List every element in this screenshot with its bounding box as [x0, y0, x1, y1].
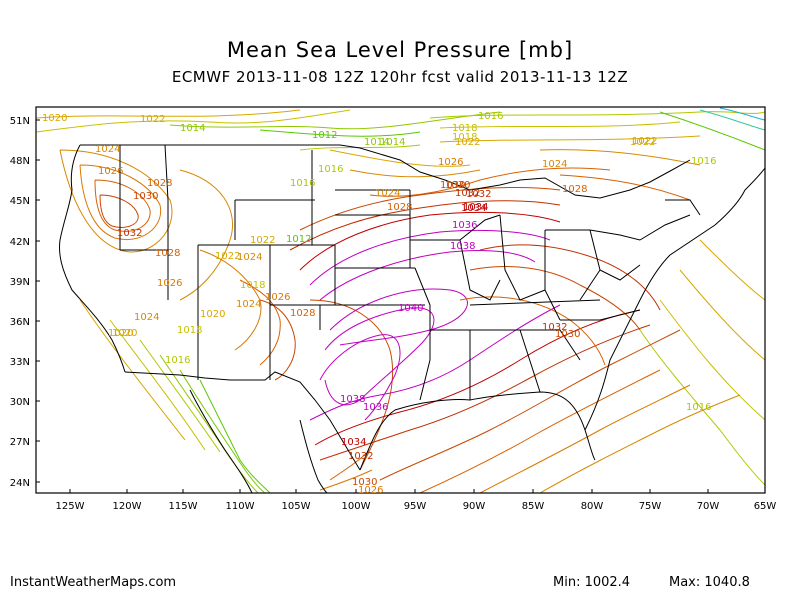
isobar-label: 1012 [286, 234, 311, 245]
map-frame [35, 106, 766, 494]
isobar-label: 1036 [363, 402, 388, 413]
lon-label: 105W [282, 501, 311, 512]
lon-label: 65W [754, 501, 777, 512]
lon-label: 120W [113, 501, 142, 512]
isobar-label: 1040 [398, 303, 423, 314]
isobar-label: 1018 [452, 132, 477, 143]
isobar-label: 1024 [375, 188, 400, 199]
isobar-label: 1020 [108, 328, 133, 339]
isobar-label: 1022 [250, 235, 275, 246]
lon-label: 70W [697, 501, 720, 512]
site-credit: InstantWeatherMaps.com [10, 575, 177, 590]
isobar-label: 1020 [112, 328, 137, 339]
map-subtitle: ECMWF 2013-11-08 12Z 120hr fcst valid 20… [171, 68, 629, 86]
isobar-label: 1028 [290, 308, 315, 319]
isobar-label: 1022 [455, 137, 480, 148]
isobar-label: 1018 [452, 123, 477, 134]
isobar-label: 1024 [237, 252, 262, 263]
isobar-label: 1024 [95, 144, 120, 155]
isobar-label: 1028 [562, 184, 587, 195]
lat-label: 45N [10, 196, 30, 207]
isobar-label: 1014 [364, 137, 389, 148]
isobar-label: 1026 [98, 166, 123, 177]
isobar-label: 1038 [340, 394, 365, 405]
max-pressure: Max: 1040.8 [669, 575, 750, 590]
lat-label: 36N [10, 317, 30, 328]
isobar-label: 1020 [42, 113, 67, 124]
isobar-label: 1028 [155, 248, 180, 259]
lon-label: 95W [404, 501, 427, 512]
lon-label: 115W [169, 501, 198, 512]
isobar-label: 1032 [466, 189, 491, 200]
lon-label: 80W [581, 501, 604, 512]
isobar-label: 1026 [265, 292, 290, 303]
lat-label: 39N [10, 277, 30, 288]
isobar-label: 1014 [380, 137, 405, 148]
isobar-label: 1032 [348, 451, 373, 462]
lat-label: 24N [10, 478, 30, 489]
isobar-label: 1026 [157, 278, 182, 289]
lon-label: 125W [56, 501, 85, 512]
isobar-label: 1018 [177, 325, 202, 336]
lat-label: 48N [10, 156, 30, 167]
isobar-label: 1016 [691, 156, 716, 167]
isobar-label: 1016 [478, 111, 503, 122]
isobar-label: 1030 [555, 329, 580, 340]
isobar-label: 1014 [180, 123, 205, 134]
isobar-label: 1028 [387, 202, 412, 213]
isobar-label: 1020 [200, 309, 225, 320]
isobars-low [36, 107, 765, 493]
isobar-label: 1016 [165, 355, 190, 366]
lat-label: 27N [10, 437, 30, 448]
isobar-label: 1034 [341, 437, 366, 448]
isobar-label: 1022 [632, 136, 657, 147]
isobar-label: 1032 [117, 228, 142, 239]
isobar-label: 1032 [542, 322, 567, 333]
boundaries [59, 144, 765, 493]
lat-label: 42N [10, 237, 30, 248]
isobar-label: 1030 [133, 191, 158, 202]
isobar-label: 1016 [686, 402, 711, 413]
isobar-label: 1030 [352, 477, 377, 488]
isobar-label: 1026 [358, 485, 383, 496]
isobar-label: 1022 [215, 251, 240, 262]
lon-label: 85W [522, 501, 545, 512]
isobar-label: 1016 [290, 178, 315, 189]
map-title: Mean Sea Level Pressure [mb] [226, 38, 574, 62]
lat-label: 51N [10, 116, 30, 127]
isobar-label: 1028 [147, 178, 172, 189]
isobar-label: 1038 [450, 241, 475, 252]
isobar-label: 1024 [236, 299, 261, 310]
lon-label: 90W [463, 501, 486, 512]
isobar-label: 1016 [318, 164, 343, 175]
isobar-label: 1024 [542, 159, 567, 170]
min-pressure: Min: 1002.4 [553, 575, 631, 590]
isobar-label: 1026 [438, 157, 463, 168]
isobar-label: 1022 [630, 137, 655, 148]
lon-label: 75W [639, 501, 662, 512]
isobar-label: 1036 [452, 220, 477, 231]
lat-label: 33N [10, 357, 30, 368]
isobar-label: 1022 [140, 114, 165, 125]
isobar-label: 1034 [461, 203, 486, 214]
isobars-mid [59, 149, 701, 491]
isobar-label: 1012 [312, 130, 337, 141]
isobar-label: 1034 [463, 202, 488, 213]
contour-labels: 1020 102210141012101410181018102210161016… [42, 111, 716, 496]
isobar-label: 1032 [455, 188, 480, 199]
axis-labels: 51N 48N 45N 42N 39N 36N 33N 30N 27N 24N 125W 120W 11… [10, 116, 777, 512]
isobar-label: 1030 [445, 180, 470, 191]
lon-label: 110W [226, 501, 255, 512]
isobar-label: 1024 [134, 312, 159, 323]
lat-label: 30N [10, 397, 30, 408]
isobar-label: 1018 [240, 280, 265, 291]
isobar-label: 1030 [440, 180, 465, 191]
lon-label: 100W [342, 501, 371, 512]
